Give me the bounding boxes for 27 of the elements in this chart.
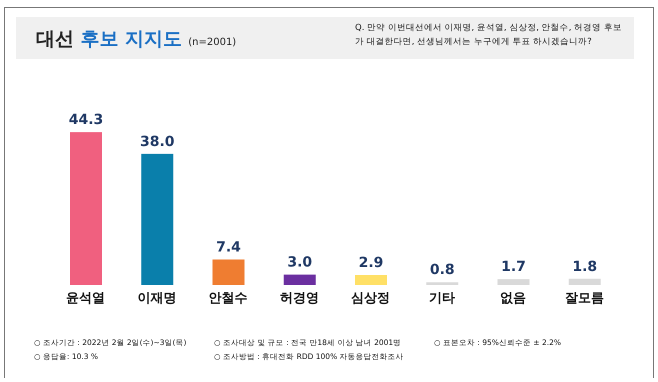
data-label: 1.7 xyxy=(501,259,526,276)
x-tick-label: 심상정 xyxy=(351,291,390,306)
chart-subtitle: (n=2001) xyxy=(188,37,236,48)
bar xyxy=(355,274,387,285)
x-tick-label: 허경영 xyxy=(280,291,319,306)
x-tick-label: 안철수 xyxy=(208,291,248,306)
x-tick-label: 잘모름 xyxy=(564,291,604,306)
bar xyxy=(426,282,458,285)
chart-title: 대선 후보 지지도 xyxy=(36,28,182,50)
data-label: 3.0 xyxy=(287,254,312,271)
text: Q. 만약 이번대선에서 이재명, 윤석열, 심상정, 안철수, 허경영 후보가 대결한다면, 선생님께서는 누구에게 투표 하시겠습니까? xyxy=(355,22,623,49)
bar xyxy=(212,259,244,285)
bar xyxy=(284,274,316,285)
data-label: 1.8 xyxy=(572,258,598,275)
x-tick-label: 이재명 xyxy=(137,291,176,306)
data-label: 7.4 xyxy=(216,239,242,256)
data-label: 44.3 xyxy=(68,112,104,128)
data-label: 2.9 xyxy=(358,254,384,271)
x-tick-label: 윤석열 xyxy=(66,291,106,306)
bar xyxy=(70,132,102,285)
bar xyxy=(141,154,174,285)
data-label: 0.8 xyxy=(430,262,455,278)
data-label: 38.0 xyxy=(140,134,175,150)
bar xyxy=(568,278,601,285)
x-tick-label: 기타 xyxy=(428,291,455,306)
x-tick-label: 없음 xyxy=(500,291,526,306)
bar xyxy=(498,279,530,285)
